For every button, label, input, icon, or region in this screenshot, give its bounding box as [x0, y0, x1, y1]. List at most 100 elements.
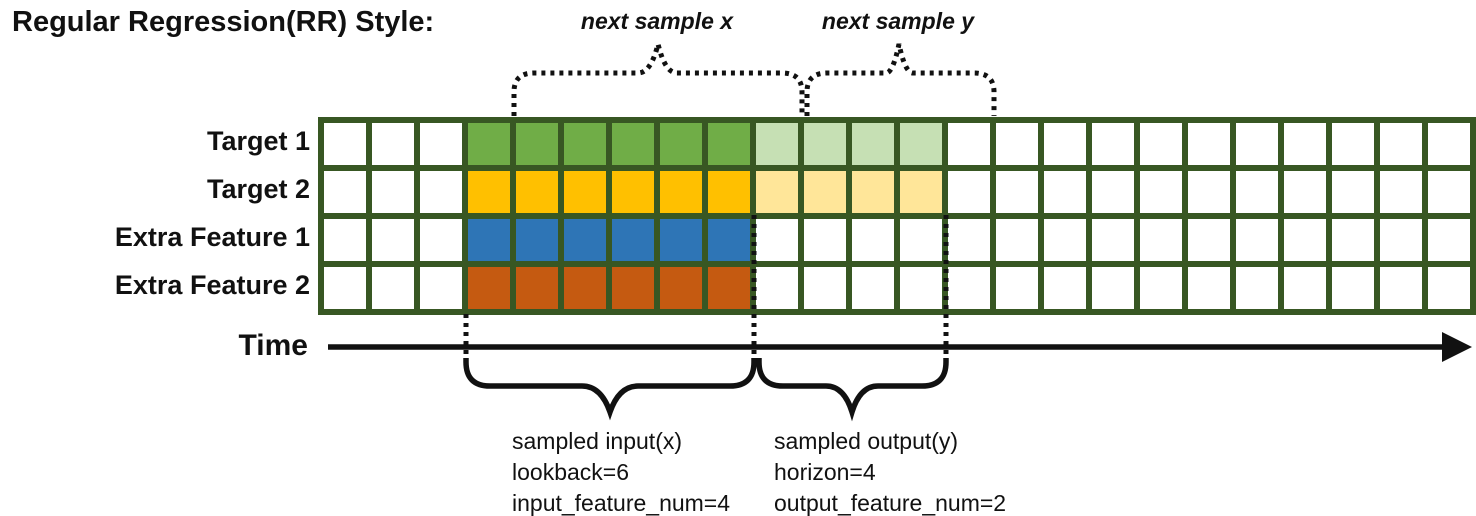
grid-cell-empty — [420, 171, 462, 213]
grid-cell-input — [468, 219, 510, 261]
grid-cell-empty — [1044, 171, 1086, 213]
grid-cell-empty — [756, 219, 798, 261]
grid-cell-empty — [420, 123, 462, 165]
grid-cell-empty — [1428, 123, 1470, 165]
grid-cell-output — [900, 171, 942, 213]
grid-cell-empty — [1428, 219, 1470, 261]
diagram-title: Regular Regression(RR) Style: — [12, 6, 435, 38]
grid-cell-empty — [420, 219, 462, 261]
sampled-input-title: sampled input(x) — [512, 428, 683, 454]
grid-cell-empty — [1044, 123, 1086, 165]
grid-cell-empty — [756, 267, 798, 309]
grid-cell-output — [900, 123, 942, 165]
grid-cell-empty — [996, 219, 1038, 261]
grid-cell-input — [660, 123, 702, 165]
sampled-input-brace — [463, 358, 757, 421]
grid-cell-empty — [1284, 123, 1326, 165]
grid-cell-empty — [324, 123, 366, 165]
grid-cell-input — [660, 171, 702, 213]
grid-cell-empty — [1188, 171, 1230, 213]
grid-cell-empty — [324, 171, 366, 213]
grid-cell-empty — [372, 267, 414, 309]
grid-cell-input — [516, 123, 558, 165]
grid-cell-input — [708, 123, 750, 165]
sampled-output-note: sampled output(y) horizon=4 output_featu… — [774, 426, 1006, 516]
grid-cell-empty — [948, 219, 990, 261]
grid-cell-empty — [1236, 219, 1278, 261]
next-sample-x-label: next sample x — [580, 8, 734, 34]
grid-cell-empty — [900, 267, 942, 309]
grid-cell-empty — [948, 171, 990, 213]
row-label: Extra Feature 2 — [114, 270, 310, 300]
grid-cell-empty — [420, 267, 462, 309]
grid-cell-empty — [1188, 267, 1230, 309]
grid-cell-input — [660, 267, 702, 309]
grid-cell-empty — [804, 219, 846, 261]
grid-cell-empty — [1428, 171, 1470, 213]
grid-cell-empty — [1188, 123, 1230, 165]
grid-cell-output — [756, 171, 798, 213]
grid-cell-empty — [852, 219, 894, 261]
grid-cell-empty — [948, 267, 990, 309]
grid-cell-empty — [1284, 219, 1326, 261]
grid-cell-empty — [1092, 219, 1134, 261]
grid-cell-empty — [1380, 123, 1422, 165]
grid-cell-input — [564, 123, 606, 165]
grid-cell-input — [708, 219, 750, 261]
grid-cell-empty — [1332, 123, 1374, 165]
time-axis-label: Time — [238, 329, 308, 362]
grid-cell-empty — [1428, 267, 1470, 309]
sampled-output-brace — [756, 358, 949, 422]
grid-cell-empty — [324, 219, 366, 261]
lookback-value: lookback=6 — [512, 459, 629, 485]
grid-cell-input — [468, 267, 510, 309]
grid-cell-empty — [852, 267, 894, 309]
output-feature-num-value: output_feature_num=2 — [774, 490, 1007, 516]
row-label: Target 1 — [206, 126, 310, 156]
grid-cell-input — [516, 219, 558, 261]
horizon-value: horizon=4 — [774, 459, 876, 485]
grid-cell-input — [516, 171, 558, 213]
grid-cell-output — [756, 123, 798, 165]
grid-cell-empty — [1332, 267, 1374, 309]
grid-cell-input — [708, 267, 750, 309]
grid-cell-empty — [1236, 267, 1278, 309]
grid-cell-empty — [1092, 267, 1134, 309]
input-feature-num-value: input_feature_num=4 — [512, 490, 731, 516]
grid-cell-empty — [372, 171, 414, 213]
grid-cell-empty — [372, 123, 414, 165]
grid-cell-empty — [1140, 171, 1182, 213]
grid-cell-input — [660, 219, 702, 261]
grid-cell-empty — [1380, 267, 1422, 309]
time-axis-arrowhead — [1442, 332, 1472, 362]
grid-cell-input — [516, 267, 558, 309]
grid-cell-empty — [1236, 171, 1278, 213]
grid-cell-empty — [996, 171, 1038, 213]
grid-cell-empty — [1380, 219, 1422, 261]
grid-cell-input — [468, 123, 510, 165]
row-label: Target 2 — [206, 174, 310, 204]
grid-cell-empty — [1332, 219, 1374, 261]
grid-cell-empty — [1140, 219, 1182, 261]
grid-cell-empty — [1092, 123, 1134, 165]
next-sample-x-brace — [511, 43, 805, 116]
grid-cell-empty — [1044, 267, 1086, 309]
grid-cell-empty — [1236, 123, 1278, 165]
grid-cell-empty — [996, 123, 1038, 165]
grid-cell-empty — [804, 267, 846, 309]
grid-cell-empty — [1284, 267, 1326, 309]
grid-cell-empty — [996, 267, 1038, 309]
grid-cell-empty — [1380, 171, 1422, 213]
grid-cell-empty — [900, 219, 942, 261]
grid-cell-empty — [1044, 219, 1086, 261]
grid-cell-empty — [324, 267, 366, 309]
grid-cell-input — [612, 267, 654, 309]
grid-cell-empty — [948, 123, 990, 165]
grid-cell-empty — [1092, 171, 1134, 213]
grid-cell-input — [468, 171, 510, 213]
sampled-input-note: sampled input(x) lookback=6 input_featur… — [512, 426, 730, 516]
grid-cell-output — [804, 171, 846, 213]
grid-cell-output — [852, 123, 894, 165]
sampled-output-title: sampled output(y) — [774, 428, 959, 454]
